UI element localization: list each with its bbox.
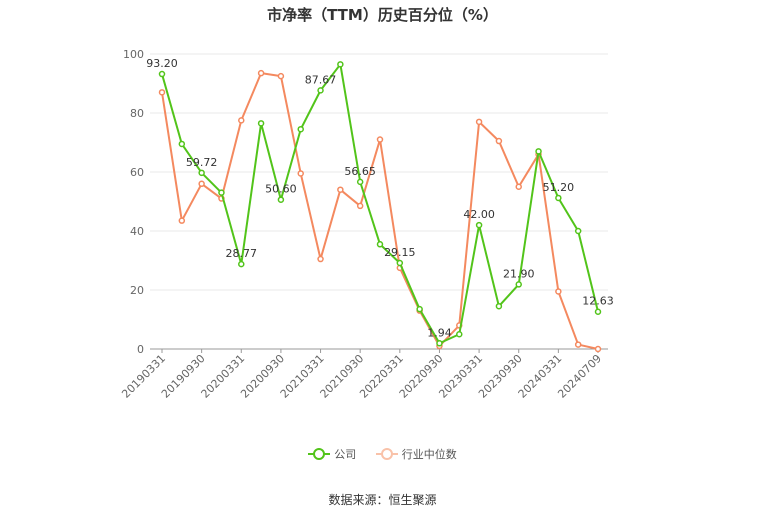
data-label: 51.20 bbox=[543, 181, 575, 194]
y-tick-label: 20 bbox=[130, 284, 144, 297]
y-tick-label: 0 bbox=[137, 343, 144, 356]
data-label: 56.65 bbox=[344, 165, 376, 178]
chart-title: 市净率（TTM）历史百分位（%） bbox=[267, 6, 498, 24]
company-point bbox=[475, 221, 483, 229]
series-group bbox=[158, 61, 602, 353]
data-source: 数据来源：恒生聚源 bbox=[328, 493, 437, 507]
series-line-company bbox=[161, 63, 599, 345]
data-label: 29.15 bbox=[384, 246, 416, 259]
company-point bbox=[158, 70, 166, 78]
data-label: 28.77 bbox=[226, 247, 258, 260]
data-labels: 93.20 59.72 28.77 50.60 87.67 56.65 29.15 1.94 4… bbox=[146, 57, 614, 339]
x-tick-label: 20240709 bbox=[555, 352, 604, 401]
grid-lines bbox=[150, 53, 608, 350]
y-axis: 0 20 40 60 80 100 bbox=[123, 48, 144, 356]
company-point bbox=[178, 140, 186, 148]
company-point bbox=[495, 302, 503, 310]
company-point bbox=[376, 241, 384, 248]
industry-point bbox=[356, 202, 364, 210]
y-tick-label: 100 bbox=[123, 48, 144, 61]
legend-item-industry[interactable]: 行业中位数 bbox=[375, 446, 457, 462]
industry-point bbox=[198, 180, 205, 188]
industry-point bbox=[515, 183, 522, 190]
company-point bbox=[297, 125, 304, 133]
legend-item-company[interactable]: 公司 bbox=[308, 446, 356, 462]
data-label: 21.90 bbox=[503, 267, 535, 280]
data-label: 1.94 bbox=[427, 326, 452, 339]
company-point bbox=[436, 340, 443, 347]
data-label: 59.72 bbox=[186, 156, 218, 169]
industry-point bbox=[257, 69, 265, 77]
company-point bbox=[198, 169, 205, 177]
company-point bbox=[594, 308, 602, 315]
company-point bbox=[238, 260, 245, 268]
data-label: 42.00 bbox=[463, 208, 495, 221]
x-axis: 2019033120190930202003312020093020210331… bbox=[119, 349, 604, 401]
data-label: 87.67 bbox=[305, 73, 337, 86]
data-label: 93.20 bbox=[146, 57, 178, 70]
legend-company-marker bbox=[308, 448, 331, 460]
industry-point bbox=[475, 118, 483, 126]
company-point bbox=[337, 61, 344, 68]
company-point bbox=[515, 281, 522, 288]
legend-industry-label: 行业中位数 bbox=[401, 448, 457, 461]
company-point bbox=[257, 120, 265, 127]
company-point bbox=[555, 194, 562, 202]
company-point bbox=[396, 259, 404, 267]
industry-point bbox=[376, 136, 384, 143]
legend: 公司 行业中位数 bbox=[0, 446, 765, 463]
industry-point bbox=[178, 217, 186, 224]
industry-point bbox=[555, 288, 562, 295]
data-label: 50.60 bbox=[265, 183, 297, 196]
company-point bbox=[416, 305, 423, 313]
company-point bbox=[356, 178, 364, 186]
y-tick-label: 40 bbox=[130, 225, 144, 238]
legend-industry-marker bbox=[375, 448, 398, 460]
industry-point bbox=[337, 186, 344, 193]
industry-point bbox=[495, 137, 503, 145]
y-tick-label: 60 bbox=[130, 166, 144, 179]
industry-point bbox=[238, 117, 245, 124]
data-label: 12.63 bbox=[582, 295, 614, 308]
company-point bbox=[456, 331, 463, 338]
y-tick-label: 80 bbox=[130, 107, 144, 120]
company-point bbox=[218, 189, 225, 196]
industry-point bbox=[317, 255, 324, 263]
company-point bbox=[317, 87, 324, 94]
company-point bbox=[574, 227, 582, 235]
industry-point bbox=[158, 89, 166, 96]
company-point bbox=[277, 196, 285, 203]
company-point bbox=[535, 148, 542, 155]
industry-point bbox=[574, 341, 582, 348]
industry-point bbox=[297, 170, 304, 177]
industry-point bbox=[277, 72, 285, 80]
industry-point bbox=[594, 345, 602, 353]
legend-company-label: 公司 bbox=[334, 448, 357, 461]
